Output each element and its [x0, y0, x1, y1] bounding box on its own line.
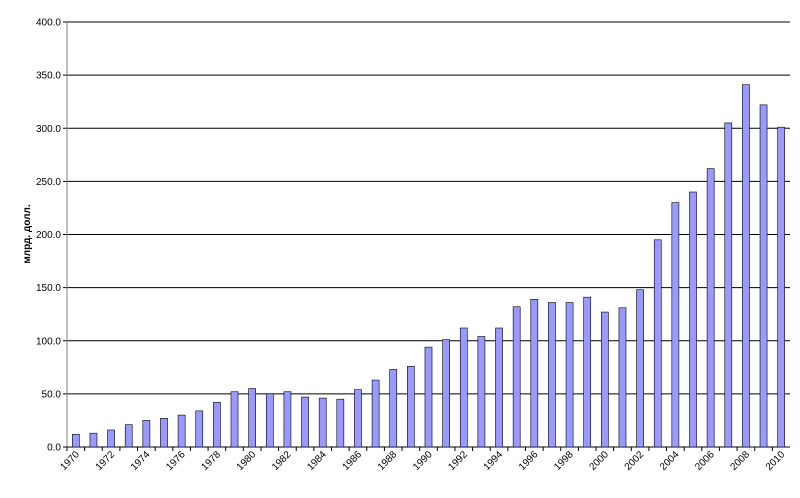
bar	[477, 336, 486, 448]
x-tick-label: 1982	[270, 449, 294, 473]
y-tick-label: 50.0	[42, 389, 62, 400]
bar	[530, 299, 539, 448]
bar	[671, 202, 680, 448]
bar	[583, 296, 592, 448]
x-tick-label: 1984	[305, 449, 329, 473]
y-tick-label: 200.0	[36, 230, 61, 241]
bar	[354, 389, 362, 448]
bar	[248, 388, 256, 448]
x-tick-label: 1980	[235, 449, 259, 473]
bar	[653, 239, 662, 448]
x-tick-label: 1994	[482, 449, 506, 473]
bar	[142, 420, 151, 448]
x-tick-label: 1972	[94, 449, 118, 473]
x-tick-label: 1990	[411, 449, 435, 473]
bar	[283, 391, 292, 448]
bar	[389, 369, 398, 448]
x-tick-label: 1970	[58, 449, 82, 473]
y-tick-label: 350.0	[36, 71, 61, 82]
bar	[407, 365, 415, 448]
x-tick-label: 2006	[693, 449, 717, 473]
bar	[371, 379, 380, 448]
bar	[618, 307, 627, 448]
y-axis-label: млрд. долл.	[22, 204, 33, 263]
bar	[495, 327, 503, 448]
bar	[301, 396, 309, 448]
x-tick-label: 1996	[517, 449, 541, 473]
y-tick-label: 150.0	[36, 283, 61, 294]
bar	[424, 346, 433, 448]
x-tick-label: 1976	[164, 449, 188, 473]
bar	[177, 414, 186, 448]
bar	[548, 302, 556, 448]
bar	[89, 432, 98, 448]
x-tick-label: 1988	[376, 449, 400, 473]
bar	[706, 168, 715, 448]
x-tick-label: 2000	[587, 449, 611, 473]
bar	[565, 302, 574, 448]
bar	[636, 289, 644, 448]
y-tick-label: 400.0	[36, 18, 61, 29]
bar	[724, 122, 733, 448]
bar	[601, 311, 609, 448]
bar	[336, 398, 345, 448]
bar	[265, 393, 274, 448]
x-tick-label: 2010	[764, 449, 788, 473]
y-tick-label: 300.0	[36, 124, 61, 135]
bar	[71, 433, 80, 448]
bar	[459, 327, 468, 448]
x-tick-label: 2008	[729, 449, 753, 473]
y-tick-label: 100.0	[36, 336, 61, 347]
x-tick-label: 1986	[341, 449, 365, 473]
bar	[512, 306, 521, 448]
x-tick-label: 2002	[623, 449, 647, 473]
bar	[689, 191, 697, 448]
bar	[124, 424, 133, 448]
bar	[213, 402, 221, 448]
x-tick-label: 1978	[200, 449, 224, 473]
bar	[230, 391, 239, 448]
x-tick-label: 1998	[552, 449, 576, 473]
y-tick-label: 0.0	[47, 443, 61, 454]
x-tick-label: 1974	[129, 449, 153, 473]
bar	[742, 84, 750, 448]
y-tick-label: 250.0	[36, 177, 61, 188]
x-tick-label: 2004	[658, 449, 682, 473]
bar	[107, 429, 115, 448]
x-tick-label: 1992	[446, 449, 470, 473]
bar	[777, 126, 786, 448]
bar	[759, 104, 768, 448]
bar	[318, 397, 327, 448]
bar	[195, 410, 204, 448]
bar	[442, 339, 450, 448]
bar	[160, 418, 168, 448]
